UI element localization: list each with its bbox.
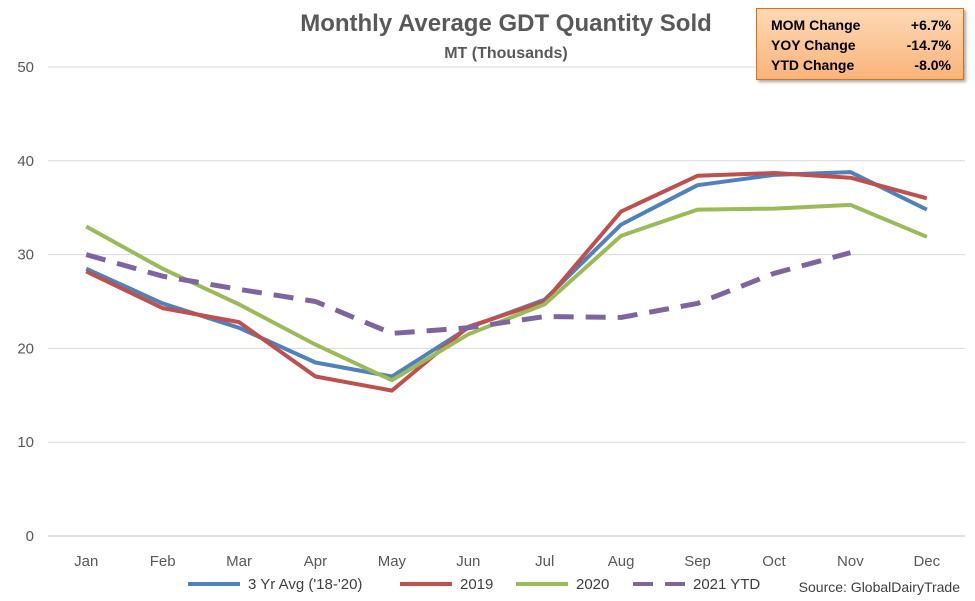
series-line-2	[85, 202, 928, 383]
stat-row-ytd: YTD Change -8.0%	[771, 55, 951, 75]
x-tick-label: Aug	[608, 553, 635, 570]
y-tick-label: 50	[17, 59, 34, 76]
x-axis: Jan Feb Mar Apr May Jun Jul Aug Sep Oct Nov Dec	[74, 553, 941, 570]
chart-title: Monthly Average GDT Quantity Sold	[300, 10, 712, 37]
legend-label: 3 Yr Avg ('18-'20)	[248, 576, 362, 593]
stat-row-yoy: YOY Change -14.7%	[771, 35, 951, 55]
x-tick-label: May	[378, 553, 407, 570]
series-line-0	[85, 170, 928, 379]
x-tick-label: Feb	[150, 553, 176, 570]
y-tick-label: 40	[17, 153, 34, 170]
x-tick-label: Mar	[226, 553, 252, 570]
x-tick-label: Jul	[535, 553, 554, 570]
series-line-1	[85, 171, 928, 393]
y-tick-label: 10	[17, 434, 34, 451]
series-lines	[85, 170, 928, 393]
x-tick-label: Sep	[684, 553, 711, 570]
stat-row-mom: MOM Change +6.7%	[771, 15, 951, 35]
x-tick-label: Jun	[456, 553, 480, 570]
x-tick-label: Dec	[913, 553, 940, 570]
legend-label: 2021 YTD	[693, 576, 760, 593]
stat-value: +6.7%	[910, 17, 951, 33]
stat-value: -14.7%	[906, 37, 951, 53]
legend: 3 Yr Avg ('18-'20) 2019 2020 2021 YTD	[188, 576, 760, 593]
y-tick-label: 30	[17, 247, 34, 264]
source-note: Source: GlobalDairyTrade	[799, 579, 961, 595]
x-tick-label: Oct	[762, 553, 786, 570]
stat-label: YTD Change	[771, 57, 855, 73]
y-axis: 0 10 20 30 40 50	[17, 59, 34, 545]
x-tick-label: Jan	[74, 553, 98, 570]
stat-label: YOY Change	[771, 37, 856, 53]
series-line-3	[85, 250, 852, 336]
y-tick-label: 20	[17, 340, 34, 357]
gridlines	[48, 66, 965, 537]
legend-label: 2019	[460, 576, 493, 593]
stats-box: MOM Change +6.7% YOY Change -14.7% YTD C…	[756, 8, 964, 80]
chart-subtitle: MT (Thousands)	[444, 45, 568, 62]
x-tick-label: Nov	[837, 553, 864, 570]
stat-value: -8.0%	[914, 57, 951, 73]
x-tick-label: Apr	[304, 553, 327, 570]
legend-label: 2020	[576, 576, 609, 593]
y-tick-label: 0	[26, 528, 34, 545]
stat-label: MOM Change	[771, 17, 861, 33]
